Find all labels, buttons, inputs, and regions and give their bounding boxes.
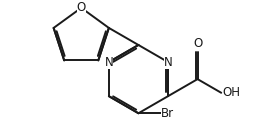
Text: O: O [77,1,86,14]
Text: Br: Br [161,107,174,120]
Text: OH: OH [223,86,240,99]
Text: O: O [193,38,202,50]
Text: N: N [164,56,172,69]
Text: N: N [104,56,113,69]
